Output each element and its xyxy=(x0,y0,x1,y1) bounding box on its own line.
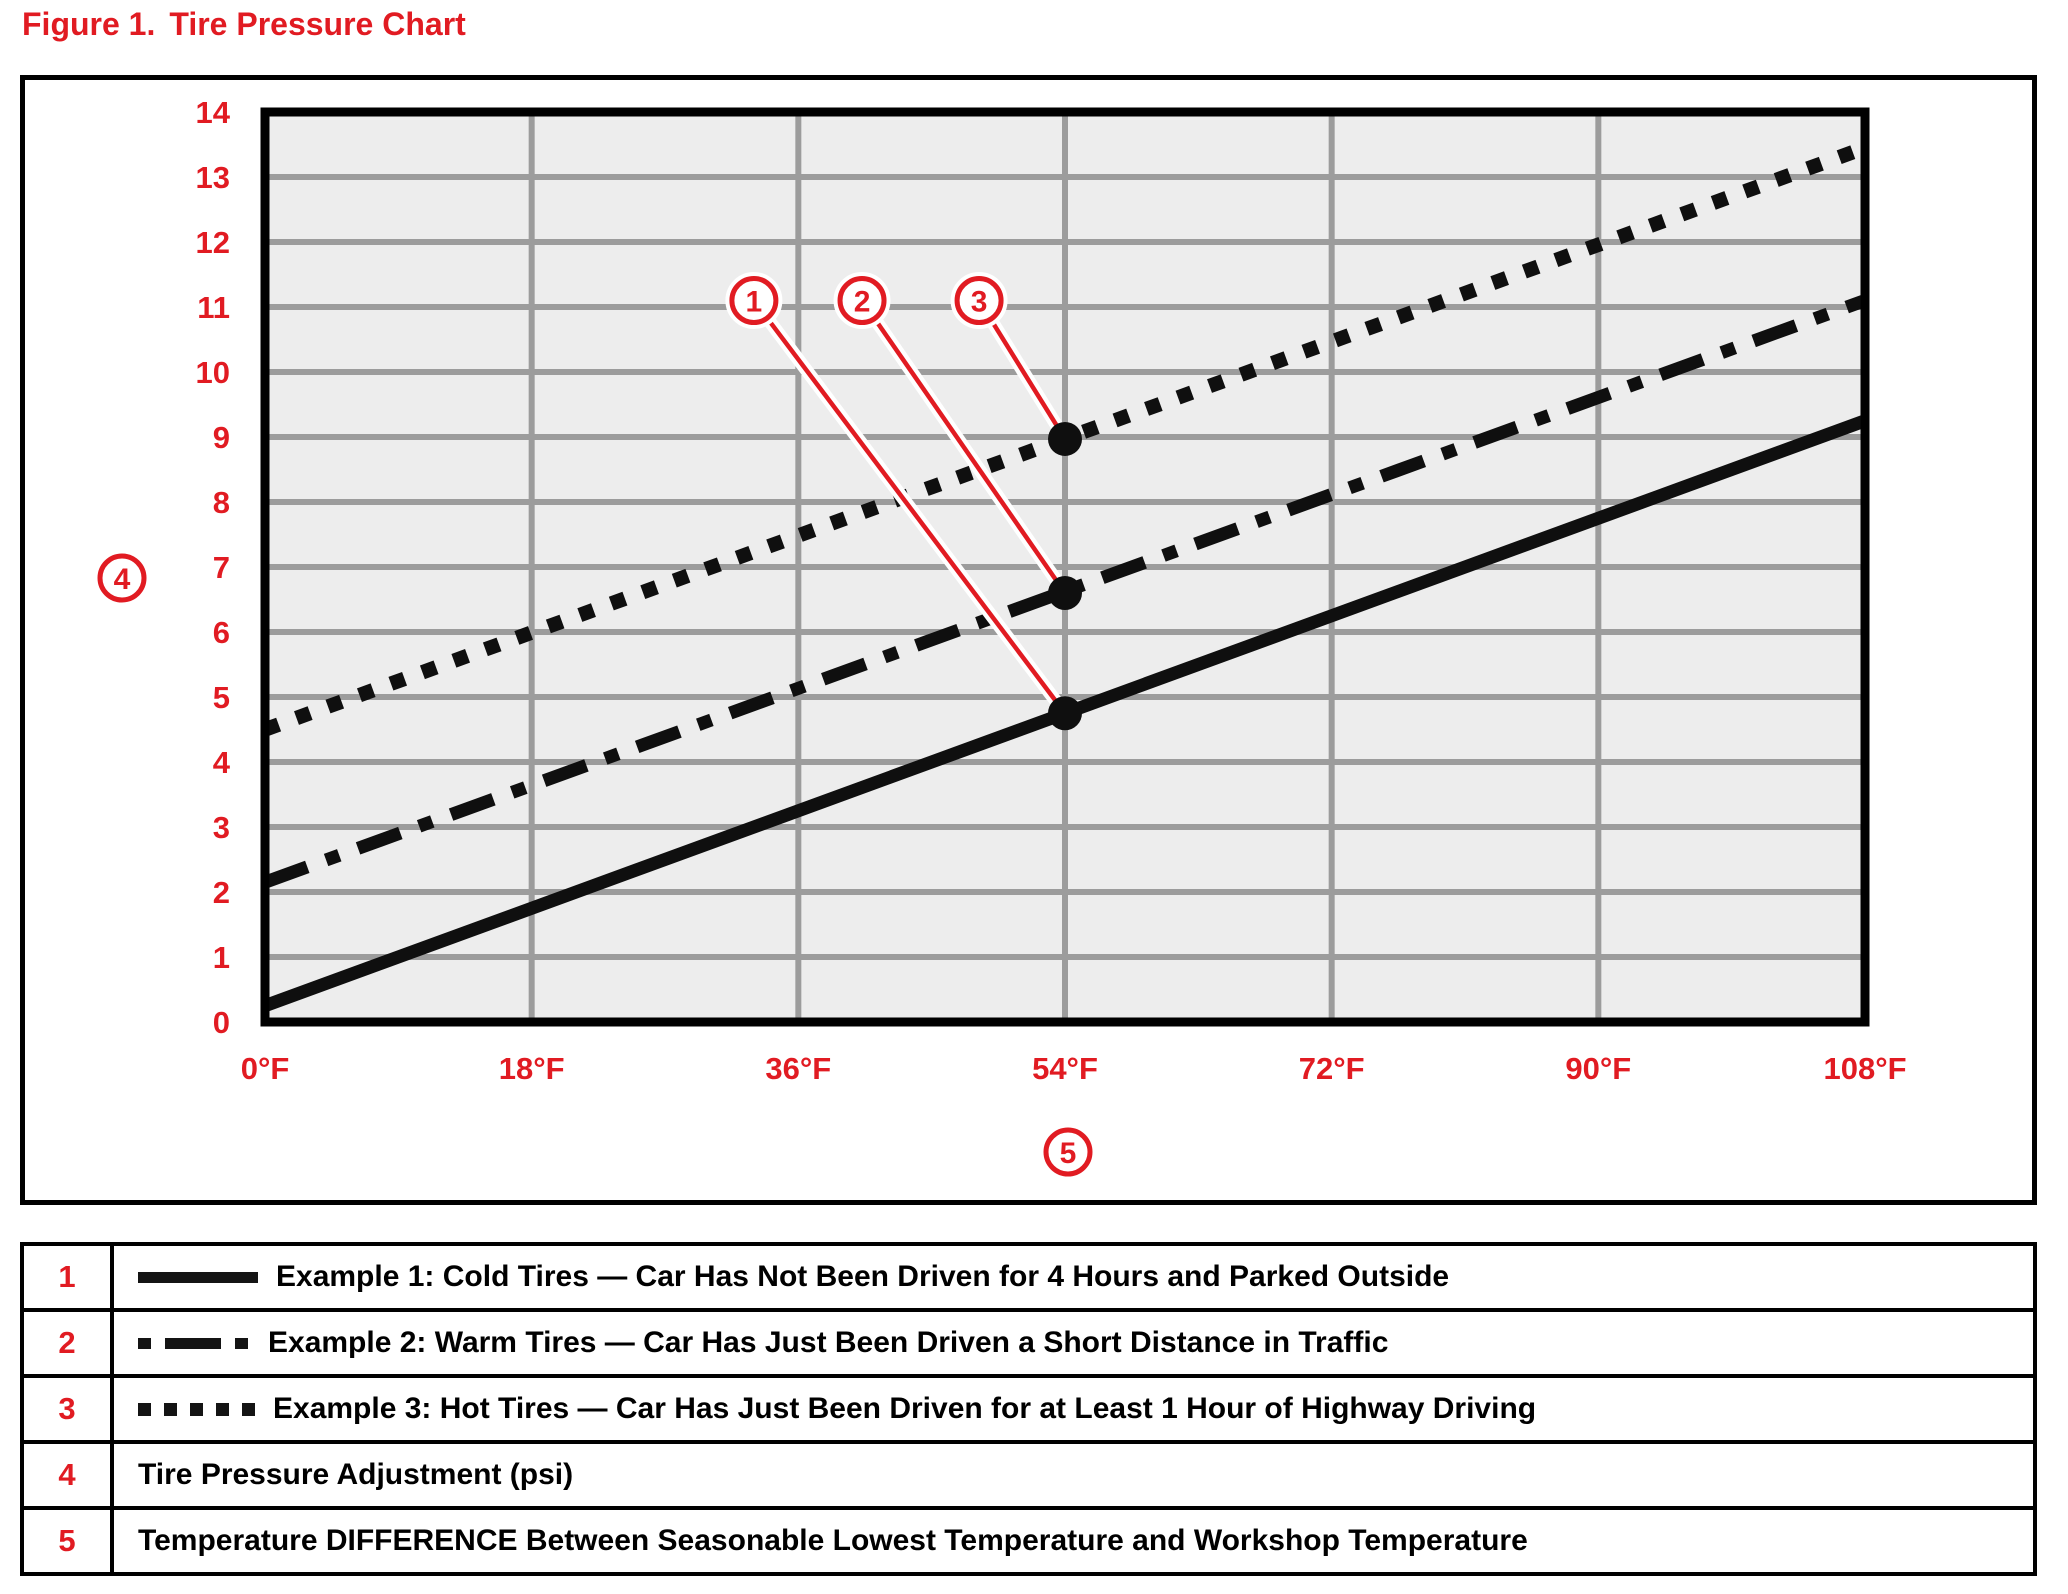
legend-table: 1 Example 1: Cold Tires — Car Has Not Be… xyxy=(20,1242,2037,1576)
figure-caption: Figure 1. Tire Pressure Chart xyxy=(22,6,466,43)
y-tick-label: 7 xyxy=(213,550,230,585)
marker-dot-example-2 xyxy=(1048,576,1082,610)
x-tick-label: 0°F xyxy=(241,1051,290,1086)
figure-label: Figure 1. xyxy=(22,6,156,42)
legend-row-text: Tire Pressure Adjustment (psi) xyxy=(138,1458,574,1491)
x-tick-label: 36°F xyxy=(765,1051,831,1086)
legend-row-3: 3 Example 3: Hot Tires — Car Has Just Be… xyxy=(24,1374,2033,1440)
y-tick-label: 13 xyxy=(196,160,230,195)
y-tick-label: 14 xyxy=(196,95,231,130)
callout-circle-1 xyxy=(729,276,779,325)
y-tick-label: 12 xyxy=(196,225,230,260)
legend-row-number: 1 xyxy=(24,1246,114,1308)
legend-row-text: Example 1: Cold Tires — Car Has Not Been… xyxy=(276,1260,1450,1293)
callout-number-4: 4 xyxy=(114,563,131,596)
dotted-line-swatch xyxy=(138,1402,255,1416)
dash-dot-line-swatch xyxy=(138,1337,250,1349)
callout-circle-2 xyxy=(837,276,887,325)
legend-row-1: 1 Example 1: Cold Tires — Car Has Not Be… xyxy=(24,1246,2033,1308)
legend-row-text: Example 3: Hot Tires — Car Has Just Been… xyxy=(273,1392,1537,1425)
leader-line-1 xyxy=(765,316,1067,715)
legend-row-4: 4 Tire Pressure Adjustment (psi) xyxy=(24,1440,2033,1506)
marker-dot-example-1 xyxy=(1048,696,1082,731)
callout-circle-5 xyxy=(1043,1127,1093,1177)
y-tick-label: 4 xyxy=(213,745,231,780)
y-tick-label: 3 xyxy=(213,810,230,845)
callout-circle-3 xyxy=(954,276,1004,325)
marker-dot-example-3 xyxy=(1048,421,1082,456)
x-tick-label: 108°F xyxy=(1823,1051,1906,1086)
x-tick-label: 72°F xyxy=(1299,1051,1365,1086)
figure-title: Tire Pressure Chart xyxy=(169,6,466,42)
leader-line-2 xyxy=(872,317,1067,595)
y-tick-label: 11 xyxy=(197,290,230,325)
callout-number-1: 1 xyxy=(746,286,763,319)
legend-row-2: 2 Example 2: Warm Tires — Car Has Just B… xyxy=(24,1308,2033,1374)
legend-row-number: 2 xyxy=(24,1312,114,1374)
y-tick-label: 5 xyxy=(213,680,230,715)
y-tick-label: 1 xyxy=(213,940,230,975)
x-tick-label: 90°F xyxy=(1565,1051,1631,1086)
legend-row-text: Example 2: Warm Tires — Car Has Just Bee… xyxy=(268,1326,1389,1359)
chart-figure-box: 1 2 3 4 5 0 1 2 3 4 5 6 7 8 9 10 11 12 13 14 0°F 18°F 36°F 54°F… xyxy=(20,75,2037,1205)
leader-line-3 xyxy=(988,318,1067,441)
legend-row-number: 3 xyxy=(24,1378,114,1440)
callout-circle-4 xyxy=(97,553,147,603)
y-tick-label: 6 xyxy=(213,615,230,650)
x-tick-label: 18°F xyxy=(499,1051,565,1086)
y-tick-label: 10 xyxy=(196,355,230,390)
solid-line-swatch xyxy=(138,1272,258,1283)
y-tick-label: 9 xyxy=(213,420,230,455)
legend-row-number: 5 xyxy=(24,1510,114,1572)
callout-number-5: 5 xyxy=(1060,1137,1077,1170)
y-tick-label: 8 xyxy=(213,485,230,520)
series-line-example-2 xyxy=(262,294,1868,889)
legend-row-number: 4 xyxy=(24,1444,114,1506)
x-tick-label: 54°F xyxy=(1032,1051,1098,1086)
callout-number-3: 3 xyxy=(971,286,988,319)
callout-number-2: 2 xyxy=(854,286,871,319)
y-tick-label: 0 xyxy=(213,1005,230,1040)
legend-row-text: Temperature DIFFERENCE Between Seasonabl… xyxy=(138,1524,1528,1557)
y-tick-label: 2 xyxy=(213,875,230,910)
legend-row-5: 5 Temperature DIFFERENCE Between Seasona… xyxy=(24,1506,2033,1572)
plot-border xyxy=(260,107,1870,1027)
